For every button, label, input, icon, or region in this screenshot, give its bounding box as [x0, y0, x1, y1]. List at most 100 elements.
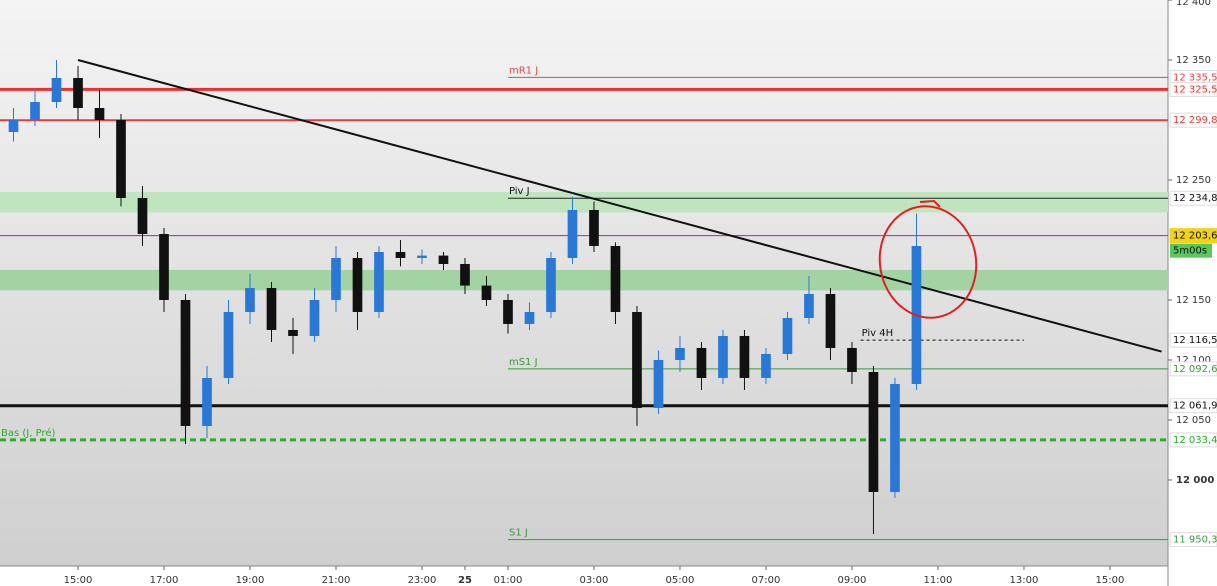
candle-body [73, 77, 83, 108]
trendline [77, 59, 1162, 353]
y-tick-label: 12 000 [1176, 475, 1214, 486]
price-tag [1169, 361, 1217, 377]
level-label: Piv J [509, 186, 530, 197]
countdown-tag [1170, 243, 1212, 258]
zone-band [0, 191, 1168, 213]
price-tag-label: 11 950,3 [1173, 535, 1217, 546]
candle-body [524, 311, 535, 324]
circle-tail [919, 199, 941, 208]
level-label: Piv 4H [862, 328, 894, 339]
candle-body [696, 347, 707, 378]
y-tick-label: 12 350 [1176, 55, 1211, 66]
candle-body [137, 197, 148, 234]
x-tick-label: 15:00 [1096, 575, 1125, 586]
y-tick-label: 12 100 [1176, 355, 1211, 366]
candle-body [438, 255, 449, 264]
price-tag [1169, 532, 1217, 548]
candle-body [653, 359, 664, 408]
candle-body [782, 317, 793, 354]
x-tick-label: 23:00 [408, 575, 437, 586]
candle-body [395, 251, 406, 258]
price-tag-label: 12 203,6 [1173, 231, 1217, 242]
level-label: S1 J [509, 528, 528, 539]
x-tick-label: 01:00 [494, 575, 523, 586]
candle-body [266, 287, 277, 330]
candle-body [610, 245, 621, 312]
candle-body [159, 233, 169, 300]
price-tag-label: 12 299,8 [1173, 115, 1217, 126]
candle-body [352, 257, 363, 312]
x-tick-label: 11:00 [924, 575, 953, 586]
candle-body [847, 347, 857, 372]
x-tick-label: 09:00 [838, 575, 867, 586]
price-tag [1169, 432, 1217, 448]
price-tag-label: 12 033,4 [1173, 435, 1217, 446]
price-tag [1169, 112, 1217, 128]
candle-body [868, 371, 879, 492]
countdown: 5m00s [1173, 246, 1207, 257]
y-tick-label: 12 250 [1176, 175, 1211, 186]
candle-body [417, 255, 427, 258]
candle-body [632, 311, 642, 408]
price-tag [1169, 81, 1217, 97]
candle-body [288, 329, 298, 336]
candle-body [30, 101, 40, 120]
x-tick-label: 03:00 [580, 575, 609, 586]
candle-body [8, 119, 19, 132]
price-tag-label: 12 335,5 [1173, 72, 1217, 83]
price-tag [1169, 332, 1217, 348]
candle-body [739, 335, 750, 378]
candle-body [481, 285, 492, 300]
x-tick-label: 17:00 [150, 575, 179, 586]
price-tag-label: 12 116,5 [1173, 335, 1217, 346]
candle-body [460, 263, 470, 286]
level-label: mS1 J [509, 357, 538, 368]
candle-body [825, 293, 836, 348]
annotation-circle [878, 199, 978, 319]
price-tag [1169, 398, 1217, 414]
x-tick-label: 07:00 [752, 575, 781, 586]
candle-body [223, 311, 234, 378]
candle-body [309, 299, 320, 336]
price-tag [1169, 228, 1217, 244]
candle-body [761, 353, 771, 378]
candle-body [116, 119, 126, 198]
candle-body [374, 251, 384, 312]
circle [878, 205, 978, 319]
time-axis [0, 566, 1168, 586]
x-tick-label: 15:00 [64, 575, 93, 586]
candle-body [546, 257, 556, 312]
candle-body [567, 209, 578, 258]
candle-body [51, 77, 62, 102]
y-tick-label: 12 400 [1176, 0, 1211, 8]
zone-band [0, 269, 1168, 291]
x-tick-label: 21:00 [322, 575, 351, 586]
candle-body [503, 299, 513, 324]
y-tick-label: 12 150 [1176, 295, 1211, 306]
y-tick-label: 12 050 [1176, 415, 1211, 426]
candle-body [589, 209, 599, 246]
price-tag-label: 12 325,5 [1173, 84, 1217, 95]
candle-body [675, 347, 685, 360]
price-tag-label: 12 061,9 [1173, 401, 1217, 412]
candle-body [804, 293, 814, 318]
x-tick-label: 13:00 [1010, 575, 1039, 586]
candle-body [331, 257, 341, 300]
price-axis [1168, 0, 1217, 586]
candle-body [202, 377, 212, 426]
price-tag-label: 12 234,8 [1173, 193, 1217, 204]
price-tag [1169, 190, 1217, 206]
candle-body [890, 383, 900, 492]
price-tag-label: 12 092,6 [1173, 364, 1217, 375]
x-tick-label: 05:00 [666, 575, 695, 586]
level-label: mR1 J [509, 65, 538, 76]
candle-body [94, 107, 105, 120]
candle-body [245, 287, 255, 312]
candle-body [718, 335, 728, 378]
x-tick-label: 25 [458, 575, 472, 586]
candle-body [180, 299, 191, 426]
x-tick-label: 19:00 [236, 575, 265, 586]
level-label: Bas (J, Pré) [1, 427, 55, 439]
